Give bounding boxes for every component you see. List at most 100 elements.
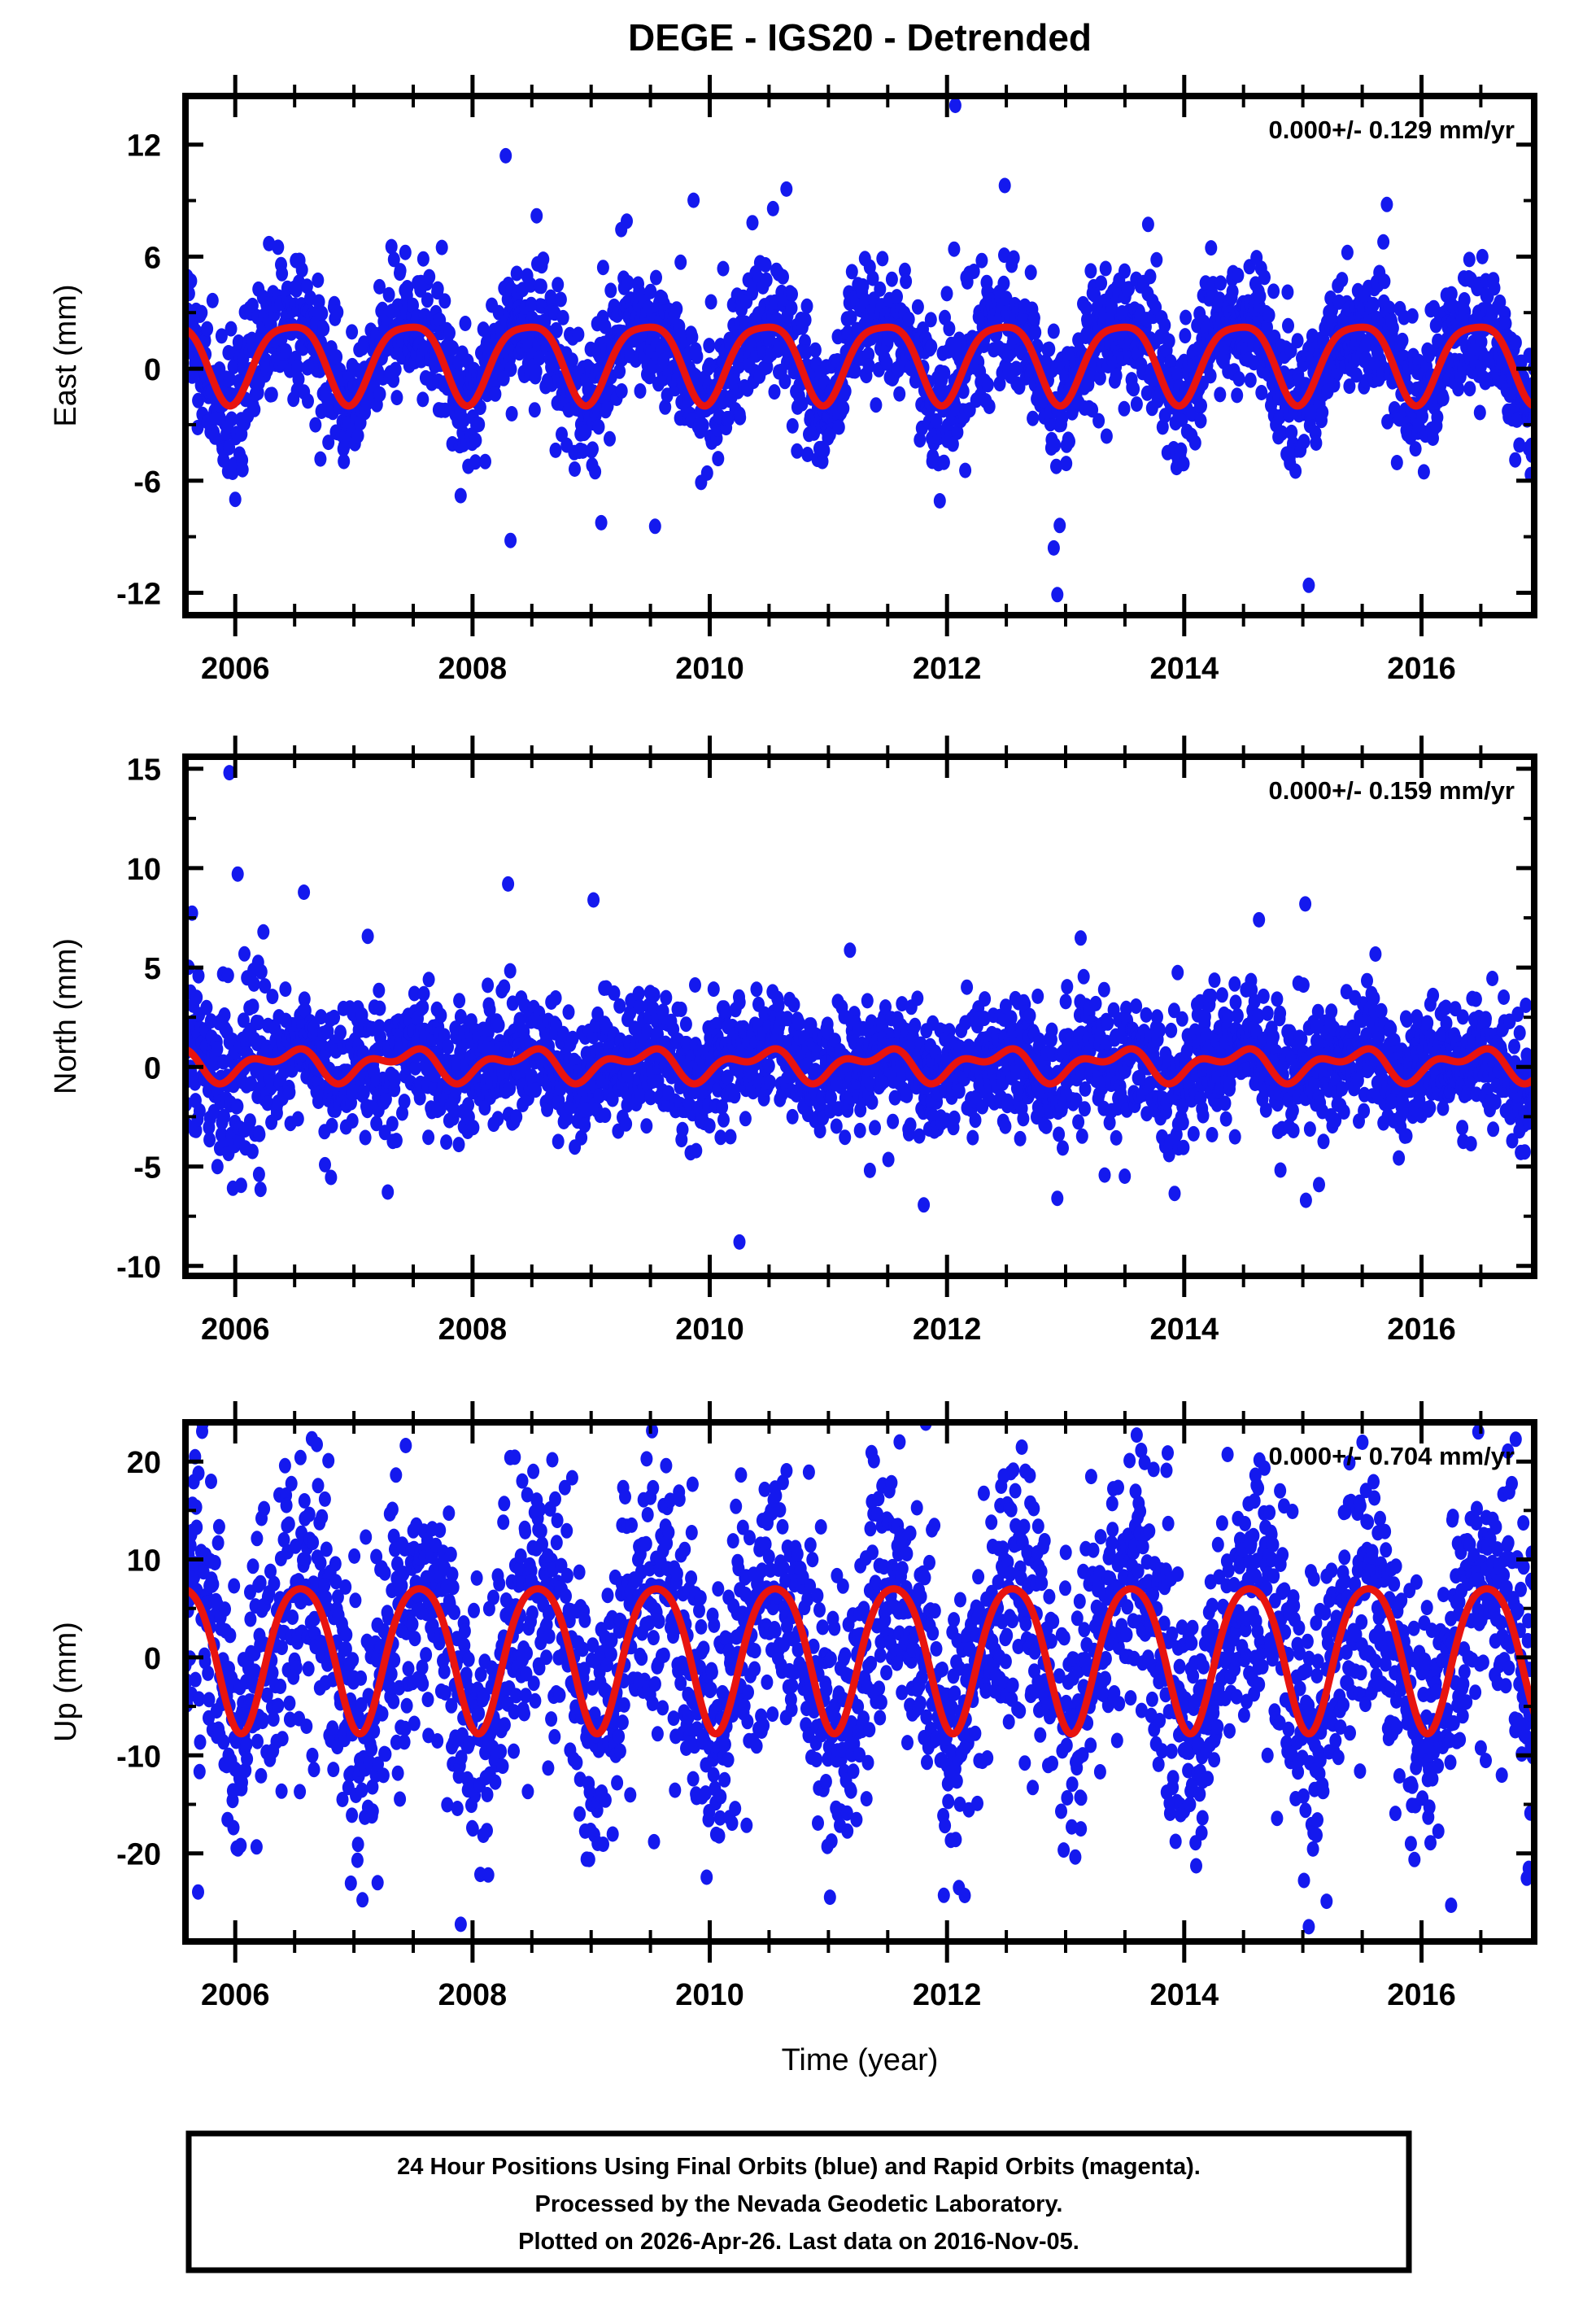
y-tick-label: 12 <box>127 129 161 164</box>
data-point <box>530 207 543 224</box>
data-point <box>1031 988 1044 1004</box>
data-point <box>530 1082 542 1098</box>
data-point <box>549 990 562 1006</box>
data-point <box>786 286 798 303</box>
data-point <box>452 1137 465 1153</box>
data-point <box>998 247 1010 264</box>
data-point <box>388 1072 401 1088</box>
data-point <box>314 451 327 467</box>
data-point <box>676 1121 689 1138</box>
data-point <box>902 311 915 327</box>
data-point <box>1175 411 1188 427</box>
data-point <box>552 1133 565 1150</box>
data-point <box>266 989 279 1005</box>
data-point <box>1140 1007 1153 1023</box>
data-point <box>1259 1102 1272 1118</box>
data-point <box>887 1113 900 1129</box>
data-point <box>1079 300 1092 317</box>
data-point <box>1198 1008 1211 1024</box>
data-point <box>686 329 699 345</box>
data-point <box>489 386 502 402</box>
data-point <box>1380 196 1393 212</box>
data-point <box>291 1111 304 1127</box>
data-point <box>346 1113 359 1129</box>
data-point <box>1476 248 1489 264</box>
data-point <box>1075 930 1087 946</box>
data-point <box>454 1009 467 1024</box>
data-point <box>195 304 208 321</box>
data-point <box>1024 264 1037 281</box>
data-point <box>885 271 898 287</box>
plot-frame-east <box>182 93 1537 618</box>
data-point <box>900 273 913 290</box>
data-point <box>918 1197 931 1213</box>
data-point <box>1205 240 1218 256</box>
data-point <box>357 1085 370 1101</box>
data-point <box>981 377 994 393</box>
data-point <box>1214 275 1227 291</box>
data-point <box>604 282 617 299</box>
data-point <box>595 514 608 531</box>
data-point <box>791 443 804 459</box>
data-point <box>257 924 270 940</box>
data-point <box>359 1129 372 1146</box>
data-point <box>813 1123 826 1139</box>
data-point <box>650 269 662 286</box>
data-point <box>272 239 285 255</box>
data-point <box>704 294 717 310</box>
data-point <box>948 1110 961 1126</box>
data-point <box>1063 434 1075 449</box>
data-point <box>1179 328 1192 344</box>
data-point <box>640 1118 653 1134</box>
data-point <box>1105 301 1119 317</box>
data-point <box>644 1090 657 1106</box>
data-point <box>1034 1035 1047 1050</box>
data-point <box>1093 369 1106 386</box>
data-point <box>1252 1008 1265 1024</box>
data-point <box>809 342 822 358</box>
data-point <box>969 1112 982 1129</box>
data-point <box>656 1003 669 1020</box>
data-point <box>373 982 386 998</box>
data-point <box>1452 381 1465 397</box>
data-point <box>569 461 581 477</box>
data-point <box>1215 987 1228 1003</box>
data-point <box>1057 1140 1069 1156</box>
data-point <box>608 985 621 1001</box>
data-point <box>407 297 419 313</box>
data-point <box>572 326 585 343</box>
data-point <box>1130 998 1143 1014</box>
data-point <box>914 432 927 448</box>
data-point <box>259 978 272 994</box>
data-point <box>399 244 412 260</box>
x-tick-label: 2008 <box>438 652 508 686</box>
data-point <box>408 985 421 1002</box>
data-point <box>537 251 550 268</box>
data-point <box>1077 968 1090 985</box>
data-point <box>911 299 924 315</box>
data-point <box>1204 368 1217 384</box>
data-point <box>331 304 344 321</box>
data-point <box>904 1117 917 1133</box>
data-point <box>874 281 887 297</box>
outlier-point <box>229 491 242 508</box>
data-point <box>703 1118 716 1134</box>
data-point <box>1297 434 1310 450</box>
data-point <box>997 275 1010 291</box>
outlier-point <box>1302 577 1315 593</box>
data-point <box>876 251 889 267</box>
data-point <box>979 991 992 1007</box>
data-point <box>604 430 616 447</box>
data-point <box>453 993 466 1009</box>
data-point <box>459 316 472 331</box>
data-point <box>1060 456 1073 472</box>
data-point <box>528 402 541 418</box>
data-point <box>1377 234 1390 250</box>
data-point <box>541 1101 554 1117</box>
data-point <box>385 238 398 255</box>
data-point <box>325 1117 338 1133</box>
data-point <box>390 390 403 406</box>
data-point <box>930 413 943 429</box>
data-point <box>760 272 773 288</box>
data-point <box>957 383 970 400</box>
